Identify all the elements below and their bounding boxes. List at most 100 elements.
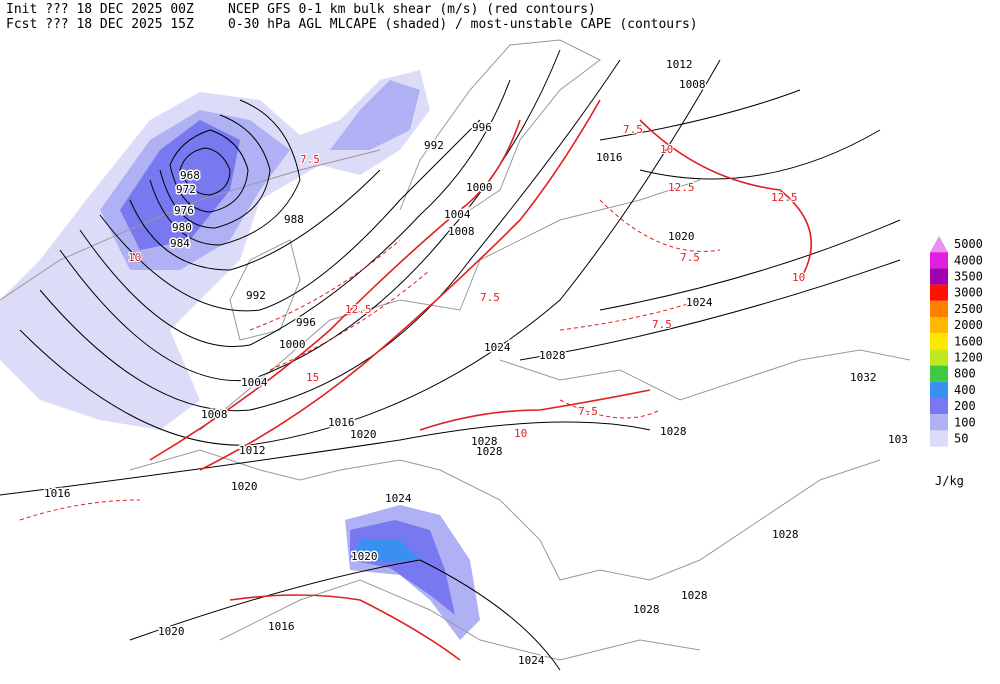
isobar-label: 980	[172, 221, 192, 234]
legend-label: 3500	[954, 270, 983, 284]
shear-label: 10	[514, 427, 527, 440]
isobar-label: 1016	[44, 487, 71, 500]
isobar-label: 1000	[466, 181, 493, 194]
forecast-time: Fcst ??? 18 DEC 2025 15Z	[6, 17, 194, 32]
legend-label: 5000	[954, 237, 983, 251]
isobar-label: 1012	[666, 58, 693, 71]
coastline	[199, 179, 701, 431]
legend-label: 2000	[954, 318, 983, 332]
legend-label: 3000	[954, 286, 983, 300]
legend-swatch	[930, 333, 948, 350]
isobar	[599, 89, 881, 180]
shear-label: 10	[660, 143, 673, 156]
legend-swatch	[930, 252, 948, 269]
legend-label: 100	[954, 415, 976, 429]
isobars	[0, 49, 901, 671]
cape-shading	[0, 70, 480, 640]
shear-contour	[229, 594, 461, 661]
isobar-label: 1020	[231, 480, 258, 493]
shear-label: 7.5	[480, 291, 500, 304]
shear-contour	[19, 199, 721, 521]
isobar	[179, 147, 231, 196]
header: Init ??? 18 DEC 2025 00Z Fcst ??? 18 DEC…	[6, 2, 698, 32]
isobar-label: 968	[180, 169, 200, 182]
isobar-label: 1024	[686, 296, 713, 309]
isobar-label: 1020	[350, 428, 377, 441]
shear-label: 7.5	[578, 405, 598, 418]
legend-label: 50	[954, 432, 968, 446]
isobar	[0, 421, 651, 496]
shear-label: 7.5	[623, 123, 643, 136]
coastline	[229, 239, 301, 341]
coastlines	[0, 39, 911, 661]
isobar-label: 1028	[539, 349, 566, 362]
legend-label: 800	[954, 367, 976, 381]
isobar-label: 1024	[518, 654, 545, 667]
shear-contour	[419, 389, 651, 431]
isobar-label: 1020	[158, 625, 185, 638]
isobar-label: 103	[888, 433, 908, 446]
isobar-label: 1012	[239, 444, 266, 457]
isobar-label: 996	[472, 121, 492, 134]
isobar-label: 1008	[448, 225, 475, 238]
isobar-label: 984	[170, 237, 190, 250]
shear-label: 10	[792, 271, 805, 284]
isobar-label: 1032	[850, 371, 877, 384]
isobar-label: 1000	[279, 338, 306, 351]
legend-swatch	[930, 414, 948, 431]
isobar-label: 988	[284, 213, 304, 226]
isobar	[159, 114, 271, 229]
isobar	[79, 79, 511, 347]
legend-swatch	[930, 349, 948, 366]
legend-swatch	[930, 398, 948, 415]
legend-swatch	[930, 268, 948, 285]
shear-contour	[249, 239, 431, 371]
map-edge	[0, 149, 381, 301]
coastline	[399, 39, 601, 211]
coastline	[129, 449, 881, 581]
isobar-label: 1028	[681, 589, 708, 602]
legend-label: 2500	[954, 302, 983, 316]
border	[499, 349, 911, 401]
shear-contours	[19, 99, 813, 661]
cape-200	[120, 120, 240, 250]
shear-label: 7.5	[300, 153, 320, 166]
legend-label: 4000	[954, 253, 983, 267]
isobar-labels: 1012 1008 996 992 1016 1000 968 972 1004…	[43, 57, 910, 669]
isobar	[149, 99, 301, 246]
shear-label: 12.5	[345, 303, 372, 316]
isobar-label: 1024	[385, 492, 412, 505]
isobar	[519, 219, 901, 361]
legend-swatch	[930, 430, 948, 447]
isobar-label: 1020	[668, 230, 695, 243]
isobar	[59, 49, 561, 382]
isobar-label: 1016	[596, 151, 623, 164]
isobar-label: 992	[246, 289, 266, 302]
isobar-label: 1028	[476, 445, 503, 458]
isobar	[129, 559, 561, 671]
isobar-label: 1004	[241, 376, 268, 389]
isobar-label: 1028	[633, 603, 660, 616]
isobar-label: 976	[174, 204, 194, 217]
shear-label: 7.5	[652, 318, 672, 331]
shear-label: 15	[306, 371, 319, 384]
isobar-label: 1020	[351, 550, 378, 563]
isobar	[19, 59, 721, 446]
isobar	[39, 59, 621, 412]
isobar-label: 1008	[679, 78, 706, 91]
isobar-label: 972	[176, 183, 196, 196]
legend-swatch	[930, 300, 948, 317]
isobar-label: 1016	[268, 620, 295, 633]
legend-swatch	[930, 365, 948, 382]
isobar-label: 1016	[328, 416, 355, 429]
shear-label: 12.5	[668, 181, 695, 194]
title: NCEP GFS 0-1 km bulk shear (m/s) (red co…	[228, 2, 596, 17]
cape-100	[330, 80, 420, 150]
legend-label: 1200	[954, 351, 983, 365]
legend-label: 400	[954, 383, 976, 397]
legend-swatch	[930, 381, 948, 398]
cape-legend: J/kg 5000 4000 3500 3000 2500 2000 1600 1200 800…	[930, 236, 983, 488]
isobar-label: 992	[424, 139, 444, 152]
isobar-label: 1028	[471, 435, 498, 448]
